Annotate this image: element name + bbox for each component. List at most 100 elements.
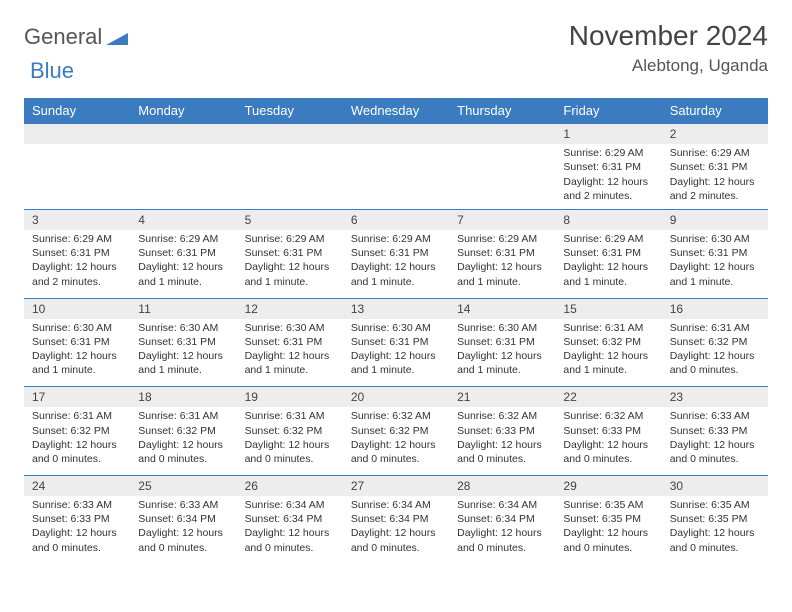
day-number: 9 <box>662 209 768 230</box>
daylight-text: Daylight: 12 hours <box>32 438 122 452</box>
day-number: 19 <box>237 387 343 408</box>
day-number: 24 <box>24 475 130 496</box>
day-cell: Sunrise: 6:32 AMSunset: 6:33 PMDaylight:… <box>449 407 555 475</box>
daylight-text: and 1 minute. <box>351 275 441 289</box>
daylight-text: Daylight: 12 hours <box>351 438 441 452</box>
sunset-text: Sunset: 6:31 PM <box>457 246 547 260</box>
daylight-text: and 0 minutes. <box>670 452 760 466</box>
sunset-text: Sunset: 6:33 PM <box>670 424 760 438</box>
day-number: 3 <box>24 209 130 230</box>
detail-row: Sunrise: 6:29 AMSunset: 6:31 PMDaylight:… <box>24 144 768 209</box>
daylight-text: Daylight: 12 hours <box>563 349 653 363</box>
daylight-text: and 0 minutes. <box>245 541 335 555</box>
daylight-text: Daylight: 12 hours <box>563 175 653 189</box>
day-number <box>449 124 555 145</box>
daylight-text: and 0 minutes. <box>563 452 653 466</box>
day-cell: Sunrise: 6:30 AMSunset: 6:31 PMDaylight:… <box>662 230 768 298</box>
sunrise-text: Sunrise: 6:30 AM <box>457 321 547 335</box>
day-number: 30 <box>662 475 768 496</box>
sunset-text: Sunset: 6:32 PM <box>670 335 760 349</box>
day-number: 1 <box>555 124 661 145</box>
day-number: 29 <box>555 475 661 496</box>
day-cell: Sunrise: 6:30 AMSunset: 6:31 PMDaylight:… <box>237 319 343 387</box>
day-header: Friday <box>555 98 661 124</box>
day-number: 11 <box>130 298 236 319</box>
day-cell: Sunrise: 6:29 AMSunset: 6:31 PMDaylight:… <box>237 230 343 298</box>
daylight-text: Daylight: 12 hours <box>563 526 653 540</box>
detail-row: Sunrise: 6:30 AMSunset: 6:31 PMDaylight:… <box>24 319 768 387</box>
daylight-text: and 2 minutes. <box>670 189 760 203</box>
daylight-text: and 1 minute. <box>245 275 335 289</box>
day-number <box>24 124 130 145</box>
sunset-text: Sunset: 6:31 PM <box>32 246 122 260</box>
day-cell: Sunrise: 6:31 AMSunset: 6:32 PMDaylight:… <box>555 319 661 387</box>
sunrise-text: Sunrise: 6:32 AM <box>351 409 441 423</box>
sunrise-text: Sunrise: 6:29 AM <box>457 232 547 246</box>
sunset-text: Sunset: 6:31 PM <box>457 335 547 349</box>
daylight-text: Daylight: 12 hours <box>670 175 760 189</box>
sunset-text: Sunset: 6:33 PM <box>563 424 653 438</box>
daylight-text: Daylight: 12 hours <box>138 349 228 363</box>
day-number: 5 <box>237 209 343 230</box>
sunset-text: Sunset: 6:32 PM <box>351 424 441 438</box>
daylight-text: Daylight: 12 hours <box>138 526 228 540</box>
day-cell: Sunrise: 6:29 AMSunset: 6:31 PMDaylight:… <box>555 144 661 209</box>
daylight-text: Daylight: 12 hours <box>457 438 547 452</box>
sunrise-text: Sunrise: 6:29 AM <box>563 232 653 246</box>
sunset-text: Sunset: 6:34 PM <box>351 512 441 526</box>
day-number: 14 <box>449 298 555 319</box>
day-cell: Sunrise: 6:32 AMSunset: 6:33 PMDaylight:… <box>555 407 661 475</box>
detail-row: Sunrise: 6:31 AMSunset: 6:32 PMDaylight:… <box>24 407 768 475</box>
daylight-text: and 0 minutes. <box>457 452 547 466</box>
sunset-text: Sunset: 6:32 PM <box>563 335 653 349</box>
triangle-icon <box>106 29 128 45</box>
day-number: 18 <box>130 387 236 408</box>
daylight-text: and 0 minutes. <box>563 541 653 555</box>
day-header: Saturday <box>662 98 768 124</box>
day-cell: Sunrise: 6:31 AMSunset: 6:32 PMDaylight:… <box>130 407 236 475</box>
sunrise-text: Sunrise: 6:35 AM <box>670 498 760 512</box>
sunrise-text: Sunrise: 6:34 AM <box>457 498 547 512</box>
day-number: 17 <box>24 387 130 408</box>
day-cell: Sunrise: 6:31 AMSunset: 6:32 PMDaylight:… <box>237 407 343 475</box>
day-cell: Sunrise: 6:34 AMSunset: 6:34 PMDaylight:… <box>237 496 343 564</box>
sunset-text: Sunset: 6:34 PM <box>138 512 228 526</box>
daylight-text: and 1 minute. <box>457 363 547 377</box>
daylight-text: Daylight: 12 hours <box>138 260 228 274</box>
daylight-text: Daylight: 12 hours <box>351 526 441 540</box>
daynum-row: 17181920212223 <box>24 387 768 408</box>
day-number <box>130 124 236 145</box>
day-cell <box>24 144 130 209</box>
day-cell: Sunrise: 6:33 AMSunset: 6:33 PMDaylight:… <box>24 496 130 564</box>
sunrise-text: Sunrise: 6:30 AM <box>138 321 228 335</box>
sunrise-text: Sunrise: 6:30 AM <box>32 321 122 335</box>
daylight-text: and 1 minute. <box>563 363 653 377</box>
sunrise-text: Sunrise: 6:34 AM <box>245 498 335 512</box>
title-block: November 2024 Alebtong, Uganda <box>569 20 768 76</box>
sunset-text: Sunset: 6:34 PM <box>457 512 547 526</box>
day-cell: Sunrise: 6:29 AMSunset: 6:31 PMDaylight:… <box>130 230 236 298</box>
sunset-text: Sunset: 6:31 PM <box>245 246 335 260</box>
detail-row: Sunrise: 6:33 AMSunset: 6:33 PMDaylight:… <box>24 496 768 564</box>
day-cell: Sunrise: 6:34 AMSunset: 6:34 PMDaylight:… <box>343 496 449 564</box>
daylight-text: and 0 minutes. <box>32 541 122 555</box>
detail-row: Sunrise: 6:29 AMSunset: 6:31 PMDaylight:… <box>24 230 768 298</box>
sunset-text: Sunset: 6:32 PM <box>138 424 228 438</box>
daylight-text: and 0 minutes. <box>245 452 335 466</box>
day-header: Monday <box>130 98 236 124</box>
sunset-text: Sunset: 6:35 PM <box>563 512 653 526</box>
sunset-text: Sunset: 6:31 PM <box>563 246 653 260</box>
daylight-text: Daylight: 12 hours <box>245 260 335 274</box>
sunset-text: Sunset: 6:33 PM <box>457 424 547 438</box>
day-number: 6 <box>343 209 449 230</box>
sunrise-text: Sunrise: 6:31 AM <box>245 409 335 423</box>
day-header: Sunday <box>24 98 130 124</box>
day-number: 26 <box>237 475 343 496</box>
brand-part2: Blue <box>30 58 74 83</box>
daylight-text: Daylight: 12 hours <box>32 526 122 540</box>
daynum-row: 10111213141516 <box>24 298 768 319</box>
sunset-text: Sunset: 6:31 PM <box>351 335 441 349</box>
day-cell <box>130 144 236 209</box>
sunrise-text: Sunrise: 6:29 AM <box>138 232 228 246</box>
day-cell: Sunrise: 6:30 AMSunset: 6:31 PMDaylight:… <box>343 319 449 387</box>
